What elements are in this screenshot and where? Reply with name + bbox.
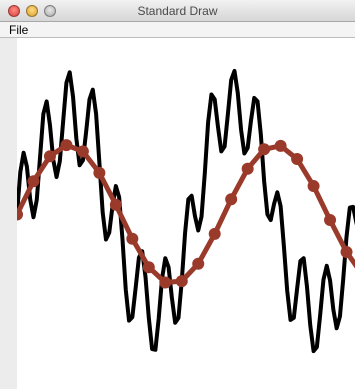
sample-point [17,208,23,221]
sample-point [307,180,320,193]
sample-point [258,143,271,156]
sample-point [241,162,254,175]
close-button[interactable] [8,5,20,17]
minimize-button[interactable] [26,5,38,17]
sample-point [27,175,40,188]
sample-point [208,227,221,240]
sample-point [340,245,353,258]
menu-bar: File [0,22,355,38]
zoom-button[interactable] [44,5,56,17]
sample-point [274,139,287,152]
menu-file[interactable]: File [9,23,29,37]
waveform-line [17,68,355,354]
drawing-canvas [17,38,355,389]
window-title: Standard Draw [137,4,218,18]
sample-point [43,150,56,163]
sample-point [225,193,238,206]
sampled-line [17,142,355,285]
sample-point [93,166,106,179]
sample-point [142,261,155,274]
title-bar[interactable]: Standard Draw [0,0,355,22]
sample-point [159,276,172,289]
sample-point [291,153,304,165]
sample-point [76,145,89,158]
plot-layer [17,68,355,354]
sample-point [109,198,122,211]
sample-point [192,257,205,270]
sample-point [175,275,188,288]
sample-point [60,139,73,152]
sample-point [324,214,337,227]
sample-point [126,232,139,245]
